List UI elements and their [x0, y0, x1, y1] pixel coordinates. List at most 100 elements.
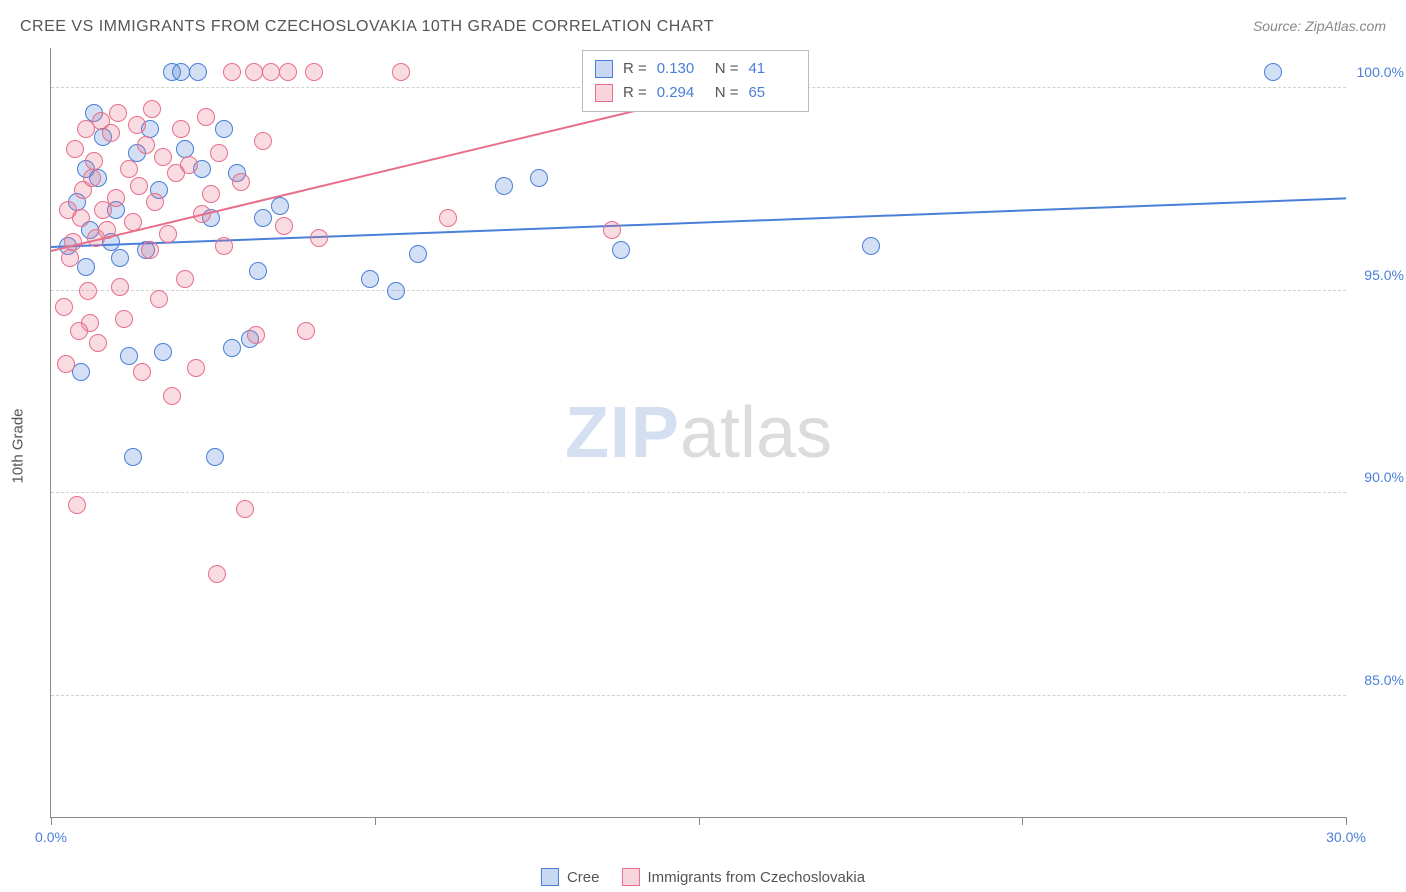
scatter-point — [187, 359, 205, 377]
scatter-point — [495, 177, 513, 195]
scatter-point — [81, 314, 99, 332]
scatter-point — [133, 363, 151, 381]
scatter-point — [159, 225, 177, 243]
scatter-point — [180, 156, 198, 174]
x-tick — [1346, 817, 1347, 825]
x-tick — [1022, 817, 1023, 825]
r-value: 0.294 — [657, 81, 705, 105]
scatter-point — [150, 290, 168, 308]
scatter-point — [172, 120, 190, 138]
x-tick — [51, 817, 52, 825]
scatter-point — [392, 63, 410, 81]
scatter-point — [89, 334, 107, 352]
chart-source: Source: ZipAtlas.com — [1253, 18, 1386, 34]
scatter-point — [249, 262, 267, 280]
scatter-point — [310, 229, 328, 247]
scatter-point — [236, 500, 254, 518]
scatter-point — [85, 152, 103, 170]
n-label: N = — [715, 81, 739, 105]
n-value: 41 — [748, 57, 796, 81]
scatter-point — [210, 144, 228, 162]
scatter-point — [72, 209, 90, 227]
watermark-part1: ZIP — [565, 393, 680, 473]
scatter-point — [297, 322, 315, 340]
scatter-point — [154, 148, 172, 166]
scatter-point — [215, 120, 233, 138]
legend-label: Cree — [567, 869, 600, 886]
legend-label: Immigrants from Czechoslovakia — [647, 869, 865, 886]
scatter-point — [176, 270, 194, 288]
x-tick-label: 30.0% — [1326, 829, 1366, 845]
scatter-point — [197, 108, 215, 126]
source-prefix: Source: — [1253, 18, 1305, 34]
scatter-point — [409, 245, 427, 263]
source-name: ZipAtlas.com — [1305, 18, 1386, 34]
scatter-point — [102, 124, 120, 142]
scatter-point — [68, 496, 86, 514]
y-tick-label: 90.0% — [1364, 469, 1404, 485]
scatter-point — [262, 63, 280, 81]
gridline-h — [51, 290, 1346, 291]
y-axis-label: 10th Grade — [10, 408, 27, 483]
scatter-point — [120, 347, 138, 365]
legend-swatch — [595, 60, 613, 78]
legend-swatch — [621, 868, 639, 886]
scatter-point — [120, 160, 138, 178]
scatter-point — [115, 310, 133, 328]
r-value: 0.130 — [657, 57, 705, 81]
scatter-point — [247, 326, 265, 344]
scatter-point — [57, 355, 75, 373]
scatter-point — [189, 63, 207, 81]
scatter-point — [83, 169, 101, 187]
n-value: 65 — [748, 81, 796, 105]
y-tick-label: 95.0% — [1364, 267, 1404, 283]
legend-item: Cree — [541, 868, 600, 886]
stats-box: R = 0.130 N = 41R = 0.294 N = 65 — [582, 50, 810, 112]
legend-swatch — [541, 868, 559, 886]
scatter-point — [176, 140, 194, 158]
scatter-point — [275, 217, 293, 235]
scatter-point — [202, 185, 220, 203]
x-tick — [699, 817, 700, 825]
scatter-point — [111, 278, 129, 296]
scatter-point — [1264, 63, 1282, 81]
scatter-point — [245, 63, 263, 81]
scatter-point — [439, 209, 457, 227]
scatter-point — [163, 387, 181, 405]
scatter-point — [387, 282, 405, 300]
scatter-point — [172, 63, 190, 81]
scatter-point — [208, 565, 226, 583]
stats-row: R =0.294N =65 — [595, 81, 797, 105]
scatter-point — [232, 173, 250, 191]
scatter-point — [130, 177, 148, 195]
chart-title: CREE VS IMMIGRANTS FROM CZECHOSLOVAKIA 1… — [20, 18, 714, 36]
scatter-point — [254, 209, 272, 227]
x-tick — [375, 817, 376, 825]
stats-row: R = 0.130 N = 41 — [595, 57, 797, 81]
scatter-point — [862, 237, 880, 255]
scatter-point — [361, 270, 379, 288]
scatter-point — [530, 169, 548, 187]
gridline-h — [51, 695, 1346, 696]
scatter-point — [146, 193, 164, 211]
scatter-point — [137, 136, 155, 154]
gridline-h — [51, 492, 1346, 493]
scatter-point — [66, 140, 84, 158]
scatter-point — [271, 197, 289, 215]
scatter-point — [215, 237, 233, 255]
watermark-part2: atlas — [680, 393, 832, 473]
n-label: N = — [715, 57, 739, 81]
scatter-point — [124, 448, 142, 466]
chart-header: CREE VS IMMIGRANTS FROM CZECHOSLOVAKIA 1… — [20, 18, 1386, 36]
scatter-point — [109, 104, 127, 122]
scatter-point — [107, 189, 125, 207]
scatter-point — [111, 249, 129, 267]
y-tick-label: 85.0% — [1364, 672, 1404, 688]
scatter-point — [128, 116, 146, 134]
plot-area: ZIPatlas 85.0%90.0%95.0%100.0%0.0%30.0%R… — [50, 48, 1346, 818]
scatter-point — [279, 63, 297, 81]
bottom-legend: Cree Immigrants from Czechoslovakia — [541, 868, 865, 886]
r-label: R = — [623, 57, 647, 81]
scatter-point — [305, 63, 323, 81]
scatter-point — [612, 241, 630, 259]
